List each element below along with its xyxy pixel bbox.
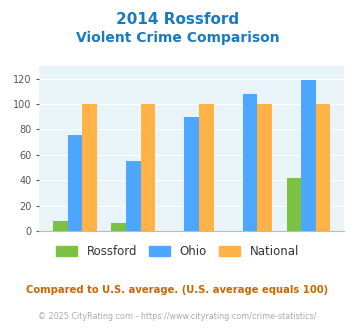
Text: Violent Crime Comparison: Violent Crime Comparison	[76, 31, 279, 45]
Text: 2014 Rossford: 2014 Rossford	[116, 12, 239, 26]
Bar	[141, 104, 155, 231]
Legend: Rossford, Ohio, National: Rossford, Ohio, National	[56, 245, 299, 258]
Bar	[53, 221, 67, 231]
Bar	[67, 135, 82, 231]
Bar	[301, 80, 316, 231]
Bar	[126, 161, 141, 231]
Bar	[286, 178, 301, 231]
Bar	[199, 104, 214, 231]
Bar	[111, 223, 126, 231]
Bar	[316, 104, 331, 231]
Text: Compared to U.S. average. (U.S. average equals 100): Compared to U.S. average. (U.S. average …	[26, 285, 329, 295]
Text: © 2025 CityRating.com - https://www.cityrating.com/crime-statistics/: © 2025 CityRating.com - https://www.city…	[38, 312, 317, 321]
Bar	[184, 117, 199, 231]
Bar	[243, 94, 257, 231]
Bar	[82, 104, 97, 231]
Bar	[257, 104, 272, 231]
